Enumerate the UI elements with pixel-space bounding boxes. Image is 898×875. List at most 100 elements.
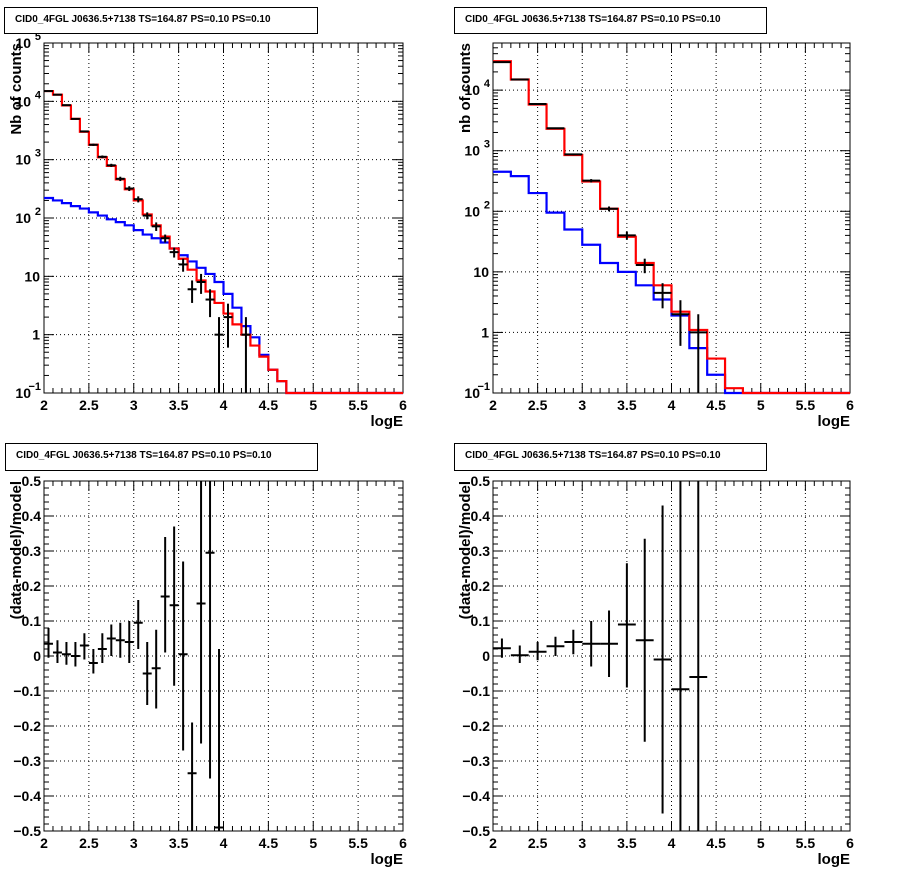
data-point bbox=[205, 481, 215, 779]
data-point bbox=[582, 179, 601, 183]
x-axis-label: logE bbox=[371, 851, 404, 868]
data-point bbox=[689, 481, 708, 831]
y-tick-label: −0.3 bbox=[13, 753, 41, 769]
series-total-model bbox=[44, 89, 403, 395]
data-point bbox=[169, 247, 179, 258]
data-point bbox=[133, 600, 143, 649]
x-tick-label: 6 bbox=[399, 397, 407, 413]
data-point bbox=[70, 117, 80, 120]
x-tick-label: 3.5 bbox=[617, 835, 637, 851]
y-tick-exponent: 3 bbox=[484, 139, 490, 151]
x-tick-label: 4 bbox=[220, 397, 228, 413]
data-point bbox=[79, 633, 89, 660]
pad-top-left: 2 2.5 3 3.5 4 4.5 5 5.5 6 logE 10 −1 1 10 10 2 10 3 10 4 10 5… bbox=[0, 0, 449, 437]
x-tick-label: 3 bbox=[578, 835, 586, 851]
y-tick-label: 0 bbox=[482, 648, 490, 664]
y-tick-label: −0.1 bbox=[462, 683, 490, 699]
data-point bbox=[97, 155, 107, 159]
data-point bbox=[44, 628, 53, 658]
data-point bbox=[178, 258, 188, 272]
x-tick-label: 6 bbox=[399, 835, 407, 851]
data-point bbox=[689, 314, 708, 393]
x-axis-label: logE bbox=[818, 413, 851, 430]
data-point bbox=[205, 289, 215, 318]
data-point bbox=[510, 78, 529, 81]
data-point bbox=[88, 143, 98, 146]
data-point bbox=[214, 317, 224, 393]
data-point bbox=[70, 642, 80, 667]
data-point bbox=[223, 303, 233, 348]
y-tick-exponent: 4 bbox=[484, 78, 491, 90]
data-point bbox=[160, 537, 170, 653]
x-tick-label: 4 bbox=[668, 835, 676, 851]
y-tick-label: −0.4 bbox=[13, 788, 41, 804]
data-point bbox=[635, 538, 654, 742]
data-point bbox=[582, 621, 601, 667]
data-point bbox=[564, 153, 583, 156]
data-point bbox=[510, 645, 529, 663]
grid bbox=[493, 481, 850, 831]
data-point bbox=[124, 186, 134, 192]
x-tick-label: 2.5 bbox=[528, 397, 548, 413]
data-point bbox=[178, 561, 188, 751]
data-point bbox=[196, 273, 206, 294]
data-point bbox=[241, 317, 251, 393]
x-tick-label: 2 bbox=[489, 397, 497, 413]
data-point bbox=[124, 621, 134, 663]
data-point bbox=[115, 622, 125, 658]
data-point bbox=[214, 649, 224, 831]
data-point bbox=[52, 93, 62, 96]
y-tick-label: 0.3 bbox=[22, 543, 42, 559]
data-point bbox=[196, 481, 206, 744]
data-point bbox=[653, 283, 672, 309]
x-tick-label: 5.5 bbox=[796, 397, 816, 413]
series-total-model bbox=[493, 60, 850, 395]
data-point bbox=[600, 610, 618, 677]
x-tick-label: 6 bbox=[846, 397, 854, 413]
y-tick-label: 0.4 bbox=[22, 508, 42, 524]
data-point bbox=[151, 629, 161, 709]
chart-title: CID0_4FGL J0636.5+7138 TS=164.87 PS=0.10… bbox=[5, 443, 318, 471]
data-point bbox=[528, 642, 547, 661]
data-point bbox=[151, 222, 161, 231]
y-tick-exponent: 3 bbox=[35, 148, 41, 160]
y-tick-label: 10 bbox=[464, 143, 480, 159]
data-point bbox=[79, 130, 89, 133]
grid bbox=[493, 43, 850, 393]
x-tick-label: 3 bbox=[578, 397, 586, 413]
y-tick-label: 0.1 bbox=[471, 613, 491, 629]
y-tick-label: 0.4 bbox=[471, 508, 491, 524]
data-point bbox=[671, 300, 690, 346]
x-tick-label: 5.5 bbox=[796, 835, 816, 851]
y-tick-label: 1 bbox=[481, 324, 489, 340]
data-point bbox=[160, 234, 170, 243]
data-point bbox=[635, 258, 654, 274]
data-point bbox=[44, 90, 53, 93]
grid bbox=[44, 481, 403, 831]
data-point bbox=[546, 127, 565, 130]
y-tick-label: 0.3 bbox=[471, 543, 491, 559]
data-point bbox=[88, 649, 98, 674]
x-tick-label: 6 bbox=[846, 835, 854, 851]
y-tick-label: 10 bbox=[15, 93, 31, 109]
y-tick-exponent: 5 bbox=[35, 31, 41, 43]
x-tick-label: 3 bbox=[130, 397, 138, 413]
x-tick-label: 3.5 bbox=[617, 397, 637, 413]
y-tick-label: 0.5 bbox=[22, 473, 42, 489]
x-tick-label: 4.5 bbox=[259, 397, 279, 413]
chart-title: CID0_4FGL J0636.5+7138 TS=164.87 PS=0.10… bbox=[454, 443, 767, 471]
data-point bbox=[97, 633, 107, 663]
x-tick-label: 5 bbox=[757, 397, 765, 413]
y-tick-label: 10 bbox=[15, 385, 31, 401]
y-tick-label: 0.5 bbox=[471, 473, 491, 489]
y-tick-label: 1 bbox=[32, 327, 40, 343]
y-axis-label: Nb of counts bbox=[8, 43, 25, 135]
y-tick-exponent: −1 bbox=[477, 381, 490, 393]
y-tick-exponent: −1 bbox=[28, 381, 41, 393]
y-tick-label: 0.2 bbox=[22, 578, 42, 594]
y-tick-exponent: 4 bbox=[35, 89, 42, 101]
x-tick-label: 5 bbox=[757, 835, 765, 851]
chart-title: CID0_4FGL J0636.5+7138 TS=164.87 PS=0.10… bbox=[4, 7, 318, 34]
